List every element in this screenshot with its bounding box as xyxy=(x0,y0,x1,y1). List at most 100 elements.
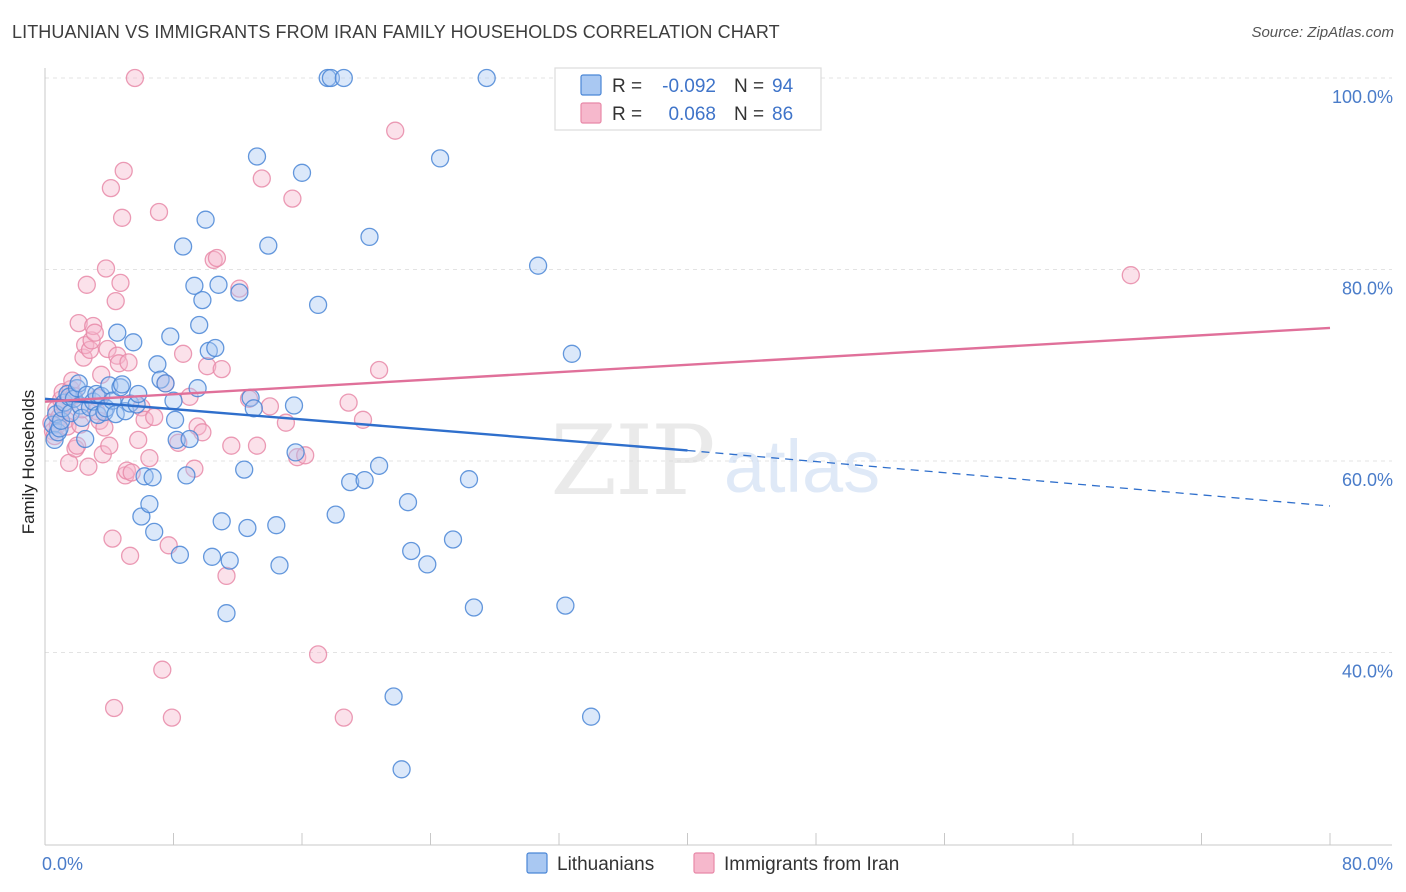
point-iran xyxy=(106,291,125,311)
point-iran xyxy=(119,353,138,372)
point-iran xyxy=(111,273,130,293)
point-lithuanians xyxy=(177,466,196,485)
point-iran xyxy=(198,357,217,376)
scatter-points xyxy=(42,68,1140,779)
point-lithuanians xyxy=(193,290,212,310)
point-lithuanians xyxy=(230,283,249,302)
point-lithuanians xyxy=(355,470,374,490)
legend-r-label-1: R = xyxy=(612,76,642,97)
point-lithuanians xyxy=(392,760,411,779)
point-lithuanians xyxy=(398,493,418,512)
trend-line-lithuanians xyxy=(44,397,688,452)
point-lithuanians xyxy=(235,460,254,479)
point-lithuanians xyxy=(170,545,190,564)
axes xyxy=(44,68,1392,846)
point-iran xyxy=(212,359,231,379)
point-lithuanians xyxy=(161,327,180,346)
x-tick-label-end: 80.0% xyxy=(1342,854,1393,874)
point-lithuanians xyxy=(202,547,222,566)
legend-swatch-iran xyxy=(580,102,602,124)
point-iran xyxy=(103,529,122,548)
point-iran xyxy=(222,436,241,455)
legend-n-label-2: N = xyxy=(734,104,764,125)
point-iran xyxy=(260,397,280,416)
point-lithuanians xyxy=(270,556,289,575)
point-lithuanians xyxy=(402,541,421,561)
point-lithuanians xyxy=(212,512,231,531)
point-iran xyxy=(77,275,96,294)
y-tick-label: 60.0% xyxy=(1342,470,1393,490)
point-lithuanians xyxy=(140,494,159,514)
point-iran xyxy=(386,121,405,140)
point-iran xyxy=(129,430,148,450)
point-lithuanians xyxy=(556,596,575,615)
point-iran xyxy=(79,457,98,476)
point-lithuanians xyxy=(308,295,328,315)
point-lithuanians xyxy=(341,472,360,492)
series-legend-swatch-iran xyxy=(693,852,715,874)
point-lithuanians xyxy=(443,530,463,549)
point-lithuanians xyxy=(259,236,278,255)
point-iran xyxy=(247,436,267,455)
point-iran xyxy=(207,248,227,268)
legend-n-label-1: N = xyxy=(734,76,764,97)
point-lithuanians xyxy=(148,355,167,374)
series-points-iran xyxy=(42,68,1140,727)
point-lithuanians xyxy=(145,522,164,542)
point-lithuanians xyxy=(196,210,215,229)
point-lithuanians xyxy=(165,410,185,429)
point-lithuanians xyxy=(61,403,80,423)
point-lithuanians xyxy=(124,333,143,352)
point-iran xyxy=(66,439,85,458)
point-iran xyxy=(109,354,129,373)
legend: R = -0.092 N = 94 R = 0.068 N = 86 xyxy=(554,67,822,131)
y-axis-label: Family Households xyxy=(19,390,38,535)
point-lithuanians xyxy=(206,338,225,358)
point-lithuanians xyxy=(209,275,228,294)
point-iran xyxy=(149,202,169,222)
point-lithuanians xyxy=(76,429,95,449)
point-lithuanians xyxy=(190,315,209,335)
point-iran xyxy=(173,344,193,363)
trend-line-iran xyxy=(44,326,1331,403)
point-iran xyxy=(339,393,358,412)
point-lithuanians xyxy=(459,470,479,489)
point-lithuanians xyxy=(334,68,353,88)
point-lithuanians xyxy=(185,276,204,295)
point-lithuanians xyxy=(284,396,304,415)
point-lithuanians xyxy=(528,256,548,275)
x-tick-label-start: 0.0% xyxy=(42,854,83,874)
point-iran xyxy=(169,433,188,452)
point-iran xyxy=(334,708,353,727)
y-tick-label: 80.0% xyxy=(1342,279,1393,299)
point-iran xyxy=(101,178,121,198)
point-iran xyxy=(96,259,116,278)
point-lithuanians xyxy=(360,227,379,247)
point-iran xyxy=(69,313,88,333)
legend-r-label-2: R = xyxy=(612,104,642,125)
point-lithuanians xyxy=(247,147,267,166)
point-iran xyxy=(100,436,119,455)
point-lithuanians xyxy=(430,149,450,168)
point-iran xyxy=(369,360,389,380)
point-iran xyxy=(104,698,124,718)
point-lithuanians xyxy=(156,374,175,393)
point-lithuanians xyxy=(112,375,132,394)
point-iran xyxy=(283,189,302,208)
point-iran xyxy=(114,161,133,181)
point-lithuanians xyxy=(464,598,484,617)
legend-r-value-2: 0.068 xyxy=(668,104,716,125)
y-tick-label: 40.0% xyxy=(1342,662,1393,682)
watermark-atlas: atlas xyxy=(724,425,880,508)
point-iran xyxy=(120,546,140,565)
point-lithuanians xyxy=(267,516,286,535)
point-lithuanians xyxy=(384,687,403,706)
series-legend: Lithuanians Immigrants from Iran xyxy=(526,852,899,875)
chart-title: LITHUANIAN VS IMMIGRANTS FROM IRAN FAMIL… xyxy=(12,22,780,42)
series-points-lithuanians xyxy=(43,68,601,779)
point-iran xyxy=(153,660,172,679)
point-lithuanians xyxy=(143,468,162,487)
series-legend-label-iran: Immigrants from Iran xyxy=(724,854,899,875)
legend-swatch-lithuanians xyxy=(580,74,602,96)
trend-lines xyxy=(44,326,1331,507)
